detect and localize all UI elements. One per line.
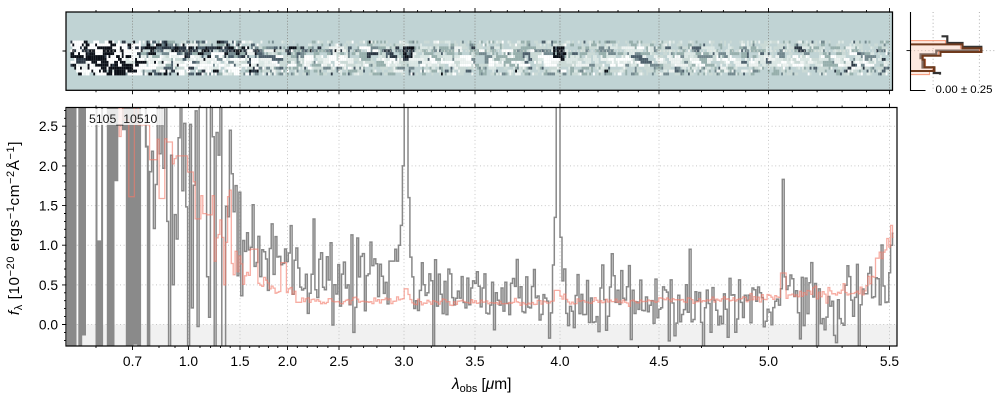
- svg-text:fλ [10−20 ergs−1cm−2Å−1]: fλ [10−20 ergs−1cm−2Å−1]: [5, 141, 25, 315]
- svg-text:2.5: 2.5: [39, 119, 59, 134]
- svg-text:1.5: 1.5: [39, 199, 59, 214]
- svg-text:1.5: 1.5: [230, 354, 250, 369]
- svg-text:2.0: 2.0: [278, 354, 298, 369]
- svg-text:2.0: 2.0: [39, 159, 59, 174]
- svg-text:3.0: 3.0: [394, 354, 414, 369]
- svg-text:0.00 ± 0.25: 0.00 ± 0.25: [936, 84, 993, 96]
- svg-text:0.0: 0.0: [39, 318, 59, 333]
- svg-text:3.5: 3.5: [465, 354, 485, 369]
- svg-text:λobs [μm]: λobs [μm]: [451, 376, 511, 395]
- svg-text:0.5: 0.5: [39, 278, 59, 293]
- svg-text:0.7: 0.7: [123, 354, 142, 369]
- svg-text:5.5: 5.5: [880, 354, 900, 369]
- svg-text:5105_10510: 5105_10510: [89, 112, 158, 126]
- svg-text:1.0: 1.0: [179, 354, 199, 369]
- svg-text:4.5: 4.5: [649, 354, 669, 369]
- svg-text:4.0: 4.0: [550, 354, 570, 369]
- svg-text:1.0: 1.0: [39, 238, 59, 253]
- svg-text:5.0: 5.0: [759, 354, 779, 369]
- svg-text:2.5: 2.5: [329, 354, 349, 369]
